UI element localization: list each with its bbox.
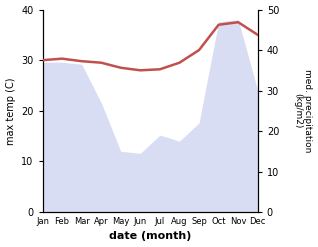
Y-axis label: med. precipitation
(kg/m2): med. precipitation (kg/m2) xyxy=(293,69,313,152)
Y-axis label: max temp (C): max temp (C) xyxy=(5,77,16,144)
X-axis label: date (month): date (month) xyxy=(109,231,191,242)
